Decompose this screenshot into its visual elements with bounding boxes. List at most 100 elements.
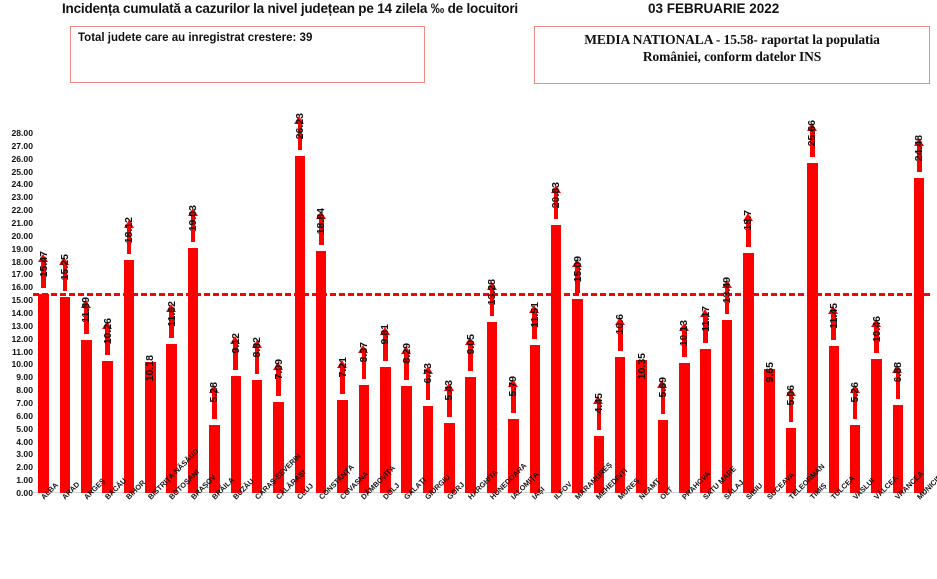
arrow-shaft — [575, 265, 580, 293]
bar[interactable] — [892, 404, 904, 493]
arrow-shaft — [874, 325, 879, 353]
bar[interactable] — [81, 340, 92, 493]
bar[interactable] — [380, 366, 391, 493]
y-axis-tick: 4.00 — [16, 436, 33, 447]
bar[interactable] — [251, 379, 263, 493]
bar[interactable] — [422, 406, 434, 493]
bar[interactable] — [294, 155, 306, 493]
bar[interactable] — [593, 435, 605, 493]
arrow-head-icon — [849, 385, 860, 394]
arrow-shaft — [532, 312, 538, 339]
bar-value-label: 15.09 — [571, 255, 584, 283]
bar-slot: 5.26 — [845, 133, 866, 493]
y-axis-tick: 7.00 — [16, 398, 33, 408]
bar-value-label: 11.51 — [528, 302, 541, 328]
bar[interactable] — [679, 362, 690, 493]
bar[interactable] — [700, 349, 711, 493]
bar[interactable] — [807, 163, 818, 493]
national-average-line1: MEDIA NATIONALA - 15.58- raportat la pop… — [584, 32, 880, 47]
arrow-head-icon — [828, 305, 839, 314]
bar-value-label: 10.13 — [678, 319, 691, 347]
arrow-head-icon — [572, 258, 583, 267]
bar[interactable] — [828, 345, 839, 493]
bar[interactable] — [38, 294, 49, 493]
bar-value-label: 9.12 — [229, 332, 242, 354]
bar[interactable] — [123, 260, 135, 493]
arrow-head-icon — [529, 305, 540, 313]
bar[interactable] — [273, 401, 284, 493]
arrow-shaft — [212, 392, 217, 420]
bar[interactable] — [849, 425, 861, 493]
bar[interactable] — [614, 356, 626, 493]
y-axis-tick: 16.00 — [11, 282, 33, 293]
bar-value-label: 5.28 — [208, 382, 221, 403]
bar[interactable] — [230, 375, 241, 493]
arrow-head-icon — [208, 385, 219, 394]
bar[interactable] — [785, 427, 797, 493]
bar[interactable] — [358, 385, 370, 493]
bar-value-label: 8.82 — [251, 336, 264, 358]
bar-value-label: 8.37 — [357, 342, 370, 363]
bar-slot: 15.09 — [567, 133, 588, 493]
increase-arrow-icon — [315, 210, 327, 245]
bar[interactable] — [145, 362, 156, 493]
bar[interactable] — [721, 319, 733, 493]
bar[interactable] — [529, 345, 540, 493]
arrow-head-icon — [294, 115, 305, 124]
arrow-shaft — [276, 368, 281, 396]
arrow-head-icon — [315, 210, 326, 219]
increase-arrow-icon — [892, 364, 903, 399]
bar[interactable] — [465, 376, 476, 493]
bar[interactable] — [871, 358, 882, 493]
bar[interactable] — [337, 400, 348, 493]
arrow-shaft — [425, 373, 431, 401]
increase-arrow-icon — [443, 383, 455, 418]
bar[interactable] — [636, 359, 647, 493]
arrow-shaft — [852, 392, 858, 420]
bar[interactable] — [444, 423, 455, 493]
increase-arrow-icon — [572, 258, 583, 293]
bar[interactable] — [572, 299, 583, 493]
bar-value-label: 10.46 — [870, 315, 883, 342]
bar[interactable] — [913, 178, 925, 493]
bar-slot: 5.69 — [652, 133, 673, 493]
bar-slot: 10.6 — [610, 133, 631, 493]
bar-slot: 8.82 — [247, 133, 268, 493]
bar[interactable] — [102, 361, 113, 493]
bar[interactable] — [166, 343, 177, 493]
bar[interactable] — [764, 368, 775, 493]
bar[interactable] — [550, 225, 562, 493]
bar[interactable] — [315, 250, 327, 493]
arrow-shaft — [447, 390, 452, 418]
arrow-head-icon — [187, 208, 198, 217]
bar[interactable] — [486, 322, 498, 493]
bar-slot: 10.35 — [631, 133, 652, 493]
bar-value-label: 5.06 — [785, 384, 798, 406]
increase-arrow-icon — [379, 326, 391, 361]
bar[interactable] — [209, 425, 220, 493]
arrow-head-icon — [102, 321, 113, 330]
y-axis-tick: 20.00 — [11, 230, 33, 241]
bar-value-label: 25.66 — [806, 120, 819, 147]
bar-value-label: 5.79 — [507, 375, 520, 396]
bar[interactable] — [508, 418, 519, 493]
increase-arrow-icon — [358, 345, 369, 380]
arrow-shaft — [724, 286, 730, 314]
arrow-head-icon — [806, 123, 817, 132]
increase-arrow-icon — [678, 322, 690, 357]
y-axis-tick: 3.00 — [16, 449, 33, 460]
bar-value-label: 26.23 — [293, 112, 306, 140]
bar-value-label: 7.09 — [272, 358, 285, 380]
page-title: Incidența cumulată a cazurilor la nivel … — [62, 1, 518, 16]
increase-arrow-icon — [166, 303, 177, 338]
bar[interactable] — [187, 248, 199, 493]
increase-arrow-icon — [529, 305, 540, 339]
bar[interactable] — [657, 419, 669, 493]
bar[interactable] — [59, 296, 71, 493]
bar[interactable] — [401, 386, 412, 493]
bar[interactable] — [743, 252, 754, 493]
report-date: 03 FEBRUARIE 2022 — [648, 1, 780, 16]
x-axis-labels: ALBA ARAD ARGEȘ BACĂU BIHOR BISTRIȚA-NĂSĂUD BO… — [33, 433, 937, 579]
bar-value-label: 8.29 — [400, 343, 413, 364]
plot-area: 15.47 15.25 11.89 10.26 18.12 10.18 11.62 19.03… — [33, 113, 930, 493]
